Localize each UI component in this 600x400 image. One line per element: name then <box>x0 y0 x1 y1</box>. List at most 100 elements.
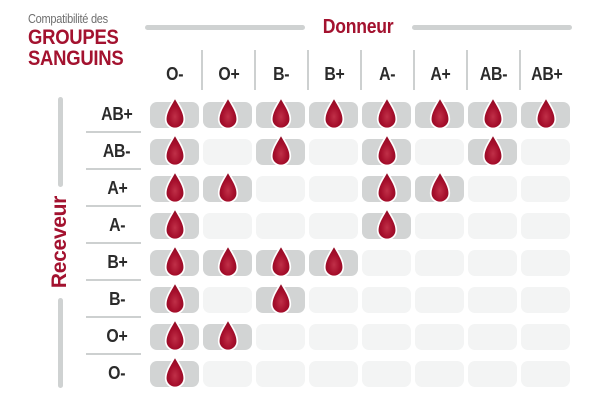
incompatible-pill <box>415 249 464 276</box>
incompatible-pill <box>203 212 252 239</box>
matrix-cell-B+-O+ <box>201 244 254 281</box>
matrix-cell-O--O+ <box>201 355 254 392</box>
matrix-cell-A+-A- <box>360 170 413 207</box>
chart-title-line1-text: GROUPES <box>28 26 119 49</box>
chart-pretitle: Compatibilité des <box>28 11 136 27</box>
matrix-cell-B--A+ <box>413 281 466 318</box>
matrix-cell-AB--O- <box>148 133 201 170</box>
blood-drop-icon <box>270 244 291 277</box>
matrix-cell-A+-B+ <box>307 170 360 207</box>
row-label-ab-neg: AB- <box>86 133 148 170</box>
incompatible-pill <box>203 138 252 165</box>
row-label-o-pos: O+ <box>86 318 148 355</box>
blood-drop-icon <box>270 133 291 166</box>
column-header-b-neg: B- <box>254 50 307 90</box>
matrix-cell-A+-AB+ <box>519 170 572 207</box>
donor-axis-label-text: Donneur <box>323 15 394 38</box>
column-header-a-neg: A- <box>360 50 413 90</box>
matrix-cell-O+-AB- <box>466 318 519 355</box>
incompatible-pill <box>521 175 570 202</box>
incompatible-pill <box>521 360 570 387</box>
blood-drop-icon <box>376 207 397 240</box>
matrix-cell-A+-O- <box>148 170 201 207</box>
incompatible-pill <box>415 286 464 313</box>
matrix-cell-AB--O+ <box>201 133 254 170</box>
blood-drop-icon <box>376 96 397 129</box>
matrix-cell-O+-AB+ <box>519 318 572 355</box>
row-label-text: B+ <box>106 252 128 272</box>
matrix-cell-AB+-A+ <box>413 96 466 133</box>
blood-drop-icon <box>376 133 397 166</box>
matrix-cell-O+-A+ <box>413 318 466 355</box>
blood-drop-icon <box>164 244 185 277</box>
incompatible-pill <box>256 175 305 202</box>
blood-drop-icon <box>376 170 397 203</box>
matrix-cell-O--A- <box>360 355 413 392</box>
blood-drop-icon <box>217 96 238 129</box>
receiver-axis-label: Receveur <box>48 196 71 289</box>
matrix-cell-A--A- <box>360 207 413 244</box>
row-label-b-neg: B- <box>86 281 148 318</box>
matrix-cell-O--B+ <box>307 355 360 392</box>
incompatible-pill <box>362 286 411 313</box>
column-header-b-pos: B+ <box>307 50 360 90</box>
incompatible-pill <box>362 323 411 350</box>
donor-axis-header: Donneur <box>145 14 572 40</box>
matrix-cell-O+-B+ <box>307 318 360 355</box>
row-label-text: A+ <box>106 178 128 198</box>
column-header-label: O- <box>165 64 184 84</box>
matrix-cell-B--AB+ <box>519 281 572 318</box>
matrix-cell-AB+-B+ <box>307 96 360 133</box>
matrix-cell-A+-O+ <box>201 170 254 207</box>
receiver-decorative-bar-bottom <box>57 297 63 389</box>
column-header-ab-pos: AB+ <box>519 50 572 90</box>
matrix-cell-AB+-AB+ <box>519 96 572 133</box>
incompatible-pill <box>468 286 517 313</box>
blood-drop-icon <box>535 96 556 129</box>
incompatible-pill <box>521 249 570 276</box>
incompatible-pill <box>521 323 570 350</box>
row-label-text: O- <box>108 363 126 383</box>
row-label-text: B- <box>108 289 126 309</box>
incompatible-pill <box>468 360 517 387</box>
matrix-cell-A--B- <box>254 207 307 244</box>
matrix-cell-O+-O+ <box>201 318 254 355</box>
matrix: AB+ AB- A+ A- B+ B- O+ O- <box>86 96 572 392</box>
matrix-cell-B--AB- <box>466 281 519 318</box>
chart-title-line2-text: SANGUINS <box>28 47 124 70</box>
column-header-a-pos: A+ <box>413 50 466 90</box>
matrix-cell-AB--B+ <box>307 133 360 170</box>
incompatible-pill <box>309 323 358 350</box>
incompatible-pill <box>309 360 358 387</box>
matrix-cell-A--AB+ <box>519 207 572 244</box>
matrix-cell-A+-B- <box>254 170 307 207</box>
column-header-label: A- <box>379 64 396 84</box>
column-header-label: AB- <box>479 64 508 84</box>
column-header-o-neg: O- <box>148 50 201 90</box>
column-header-ab-neg: AB- <box>466 50 519 90</box>
matrix-cell-O--AB- <box>466 355 519 392</box>
matrix-cell-B+-A+ <box>413 244 466 281</box>
blood-drop-icon <box>164 96 185 129</box>
title-block: Compatibilité des GROUPES SANGUINS <box>28 11 136 69</box>
blood-drop-icon <box>217 244 238 277</box>
chart-title-line2: SANGUINS <box>28 48 136 69</box>
matrix-cell-B+-AB- <box>466 244 519 281</box>
incompatible-pill <box>256 323 305 350</box>
incompatible-pill <box>309 286 358 313</box>
incompatible-pill <box>415 360 464 387</box>
chart-pretitle-text: Compatibilité des <box>28 12 108 26</box>
incompatible-pill <box>468 175 517 202</box>
blood-drop-icon <box>429 170 450 203</box>
matrix-cell-O--AB+ <box>519 355 572 392</box>
blood-drop-icon <box>164 133 185 166</box>
row-label-b-pos: B+ <box>86 244 148 281</box>
row-label-a-pos: A+ <box>86 170 148 207</box>
incompatible-pill <box>256 360 305 387</box>
incompatible-pill <box>468 249 517 276</box>
donor-axis-label: Donneur <box>318 16 398 39</box>
matrix-cell-O+-A- <box>360 318 413 355</box>
matrix-cell-O--B- <box>254 355 307 392</box>
blood-drop-icon <box>217 318 238 351</box>
